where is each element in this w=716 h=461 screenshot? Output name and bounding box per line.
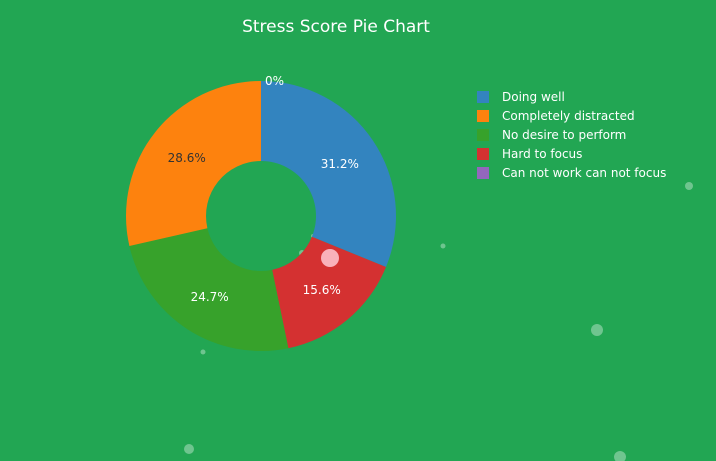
slice-percent-label: 15.6%	[303, 283, 341, 297]
legend-label: Can not work can not focus	[502, 166, 666, 180]
legend[interactable]: Doing well Completely distracted No desire…	[477, 90, 666, 180]
bubble-decoration	[200, 349, 206, 355]
slice-percent-label: 0%	[265, 74, 284, 88]
bubble-decoration	[440, 243, 446, 249]
legend-swatch	[477, 129, 489, 141]
slice-hard-to-focus[interactable]	[272, 236, 386, 349]
hover-cursor-icon	[321, 249, 339, 267]
slice-no-desire-to-perform[interactable]	[129, 228, 289, 351]
legend-swatch	[477, 91, 489, 103]
legend-swatch	[477, 110, 489, 122]
legend-swatch	[477, 167, 489, 179]
bubble-decoration	[184, 444, 194, 454]
legend-item-can-not-work-can-not-focus[interactable]: Can not work can not focus	[477, 166, 666, 180]
slice-percent-label: 31.2%	[321, 157, 359, 171]
legend-item-no-desire-to-perform[interactable]: No desire to perform	[477, 128, 626, 142]
legend-item-doing-well[interactable]: Doing well	[477, 90, 565, 104]
legend-label: Hard to focus	[502, 147, 582, 161]
slice-doing-well[interactable]	[261, 81, 396, 268]
slice-percent-label: 24.7%	[191, 290, 229, 304]
pie-slices	[126, 81, 396, 351]
legend-label: Doing well	[502, 90, 565, 104]
legend-label: No desire to perform	[502, 128, 626, 142]
chart-title: Stress Score Pie Chart	[242, 17, 430, 37]
legend-item-completely-distracted[interactable]: Completely distracted	[477, 109, 635, 123]
bubble-decoration	[614, 451, 626, 461]
slice-labels: 31.2% 15.6% 24.7% 28.6% 0%	[168, 74, 359, 304]
bubble-decoration	[685, 182, 693, 190]
legend-swatch	[477, 148, 489, 160]
slice-percent-label: 28.6%	[168, 151, 206, 165]
slice-completely-distracted[interactable]	[126, 81, 261, 247]
legend-label: Completely distracted	[502, 109, 635, 123]
legend-item-hard-to-focus[interactable]: Hard to focus	[477, 147, 582, 161]
bubble-decoration	[591, 324, 603, 336]
